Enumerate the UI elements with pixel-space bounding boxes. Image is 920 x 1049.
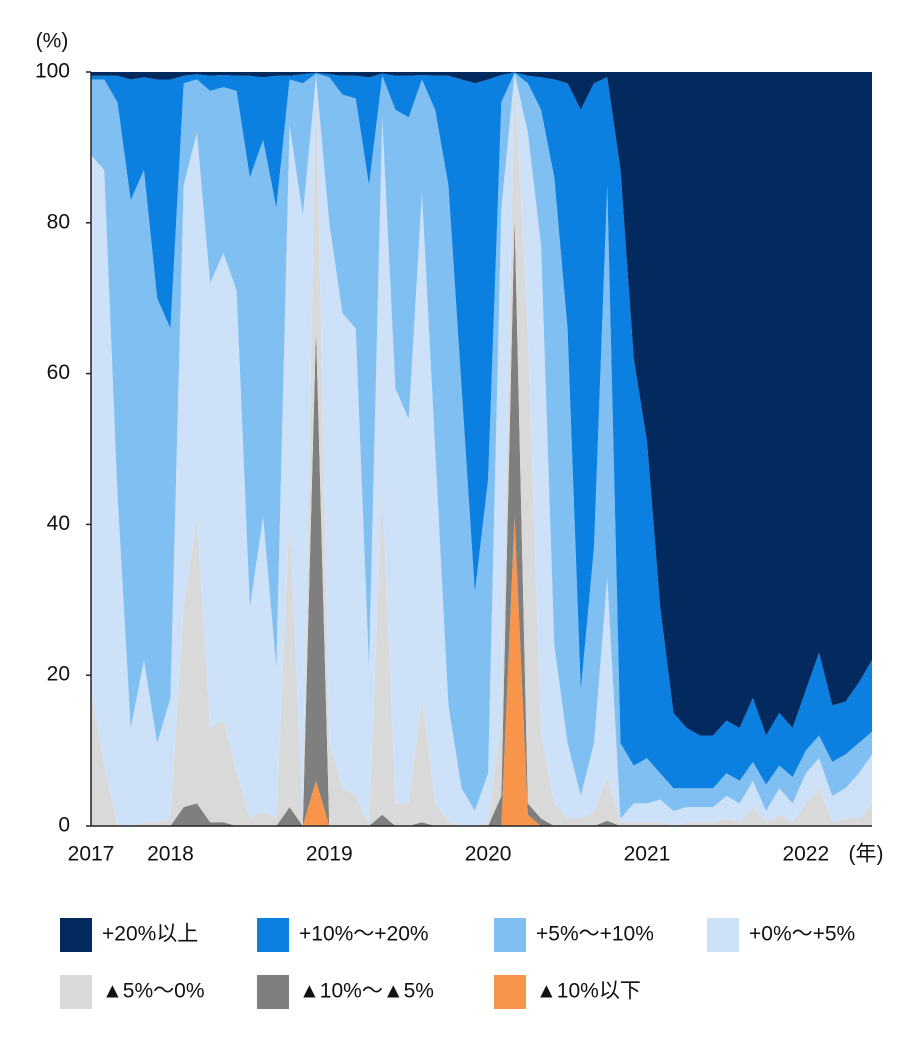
legend-label: +10%～+20% (299, 923, 429, 946)
y-tick-label: 20 (47, 663, 70, 686)
y-unit: (%) (36, 30, 69, 53)
legend-swatch (494, 975, 526, 1009)
legend-label: ▲5%～0% (102, 980, 205, 1003)
legend-swatch (257, 975, 289, 1009)
x-tick-label: 2021 (624, 843, 671, 866)
y-tick-label: 40 (47, 512, 70, 535)
area (91, 75, 872, 826)
legend-swatch (257, 918, 289, 952)
legend-label: ▲10%以下 (536, 980, 641, 1003)
area (91, 72, 872, 819)
legend-label: +5%～+10% (536, 923, 654, 946)
legend-label: +20%以上 (102, 923, 198, 946)
legend-swatch (494, 918, 526, 952)
area (91, 72, 872, 736)
y-tick-label: 0 (58, 814, 70, 837)
area (91, 72, 872, 789)
area (91, 73, 872, 827)
x-unit: (年) (849, 843, 884, 866)
y-tick-label: 60 (47, 361, 70, 384)
y-tick-label: 80 (47, 210, 70, 233)
legend-label: +0%～+5% (749, 923, 855, 946)
x-tick-label: 2018 (147, 843, 194, 866)
x-tick-label: 2017 (68, 843, 115, 866)
y-tick-label: 100 (35, 60, 70, 83)
x-tick-label: 2019 (306, 843, 353, 866)
legend-swatch (60, 918, 92, 952)
legend-swatch (707, 918, 739, 952)
legend-label: ▲10%～▲5% (299, 980, 434, 1003)
x-tick-label: 2020 (465, 843, 512, 866)
legend-swatch (60, 975, 92, 1009)
x-tick-label: 2022 (782, 843, 829, 866)
